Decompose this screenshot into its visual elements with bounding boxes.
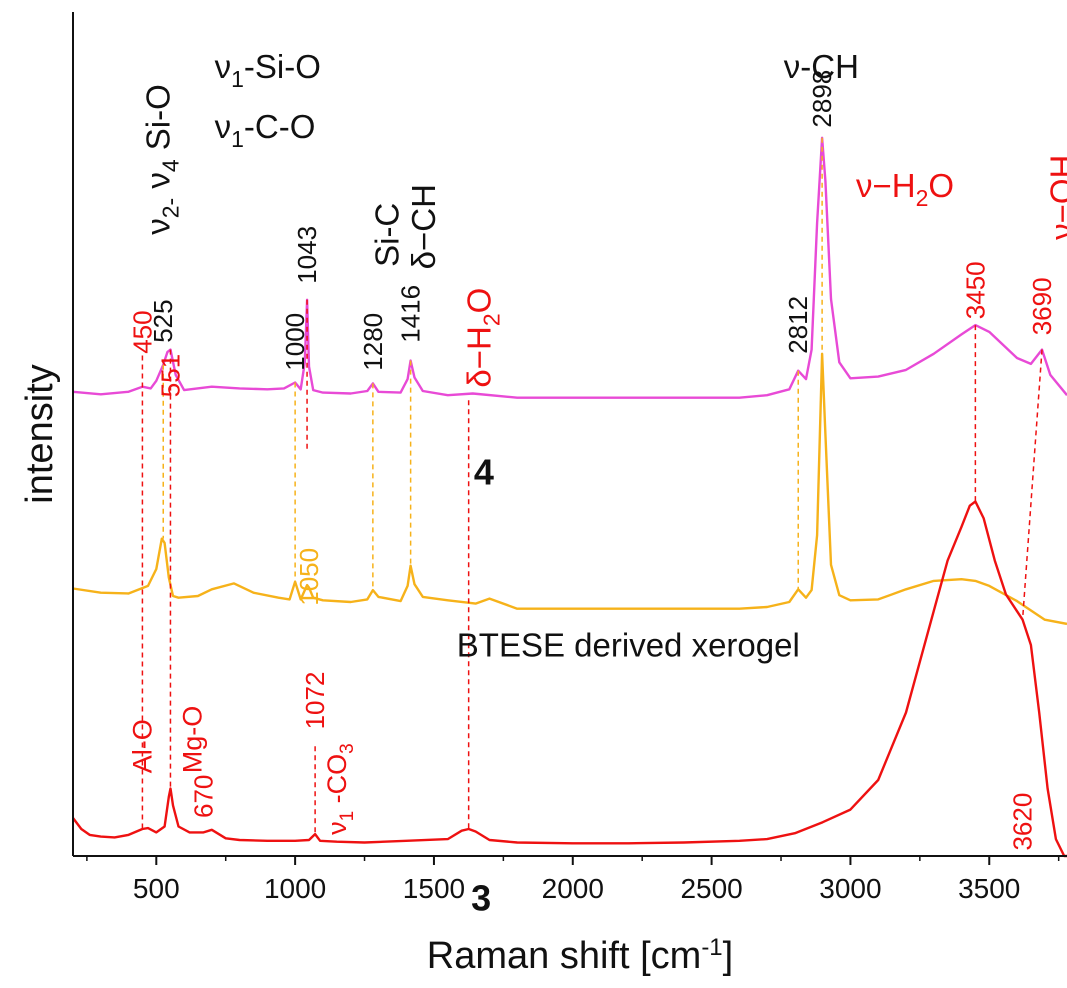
- band-label-nu2-nu4-si-o: ν2- ν4 Si-O: [139, 84, 184, 235]
- band-label-nu-oh: ν−OH: [1043, 155, 1067, 240]
- band-label-nu1-co3: ν1 -CO3: [322, 743, 358, 835]
- peak-label-1280: 1280: [358, 313, 388, 371]
- series-line-2: [73, 354, 1067, 624]
- peak-label-1050: 1050: [294, 548, 324, 606]
- peak-label-1072: 1072: [300, 672, 330, 730]
- x-tick-label-500: 500: [133, 873, 180, 904]
- band-label-delta-ch: δ−CH: [404, 184, 441, 269]
- band-label-nu-ch: ν-CH: [784, 48, 859, 85]
- axis-layer: 500 1000 1500 2000 2500 3000 3500 Raman shift […: [19, 12, 1067, 977]
- peak-label-670: 670: [189, 775, 219, 818]
- y-axis-title: intensity: [19, 364, 61, 503]
- x-tick-label-1500: 1500: [403, 873, 465, 904]
- peak-label-1416: 1416: [396, 285, 426, 343]
- band-label-delta-h2o: δ−H2O: [460, 288, 505, 388]
- peak-label-551: 551: [156, 354, 186, 397]
- x-tick-label-3500: 3500: [958, 873, 1020, 904]
- peak-label-3690: 3690: [1027, 277, 1057, 335]
- series-line-3: [73, 502, 1067, 857]
- annotation-layer: 4 BTESE derived xerogel 3 ν2- ν4 Si-O ν1-Si-…: [127, 48, 1067, 919]
- peak-label-1000: 1000: [280, 313, 310, 371]
- peak-label-1043: 1043: [292, 226, 322, 284]
- peak-label-525: 525: [148, 299, 178, 342]
- peak-label-3450: 3450: [960, 261, 990, 319]
- band-label-nu-h2o: ν−H2O: [856, 167, 954, 212]
- x-tick-label-1000: 1000: [264, 873, 326, 904]
- x-tick-label-2500: 2500: [680, 873, 742, 904]
- band-label-nu1-si-o: ν1-Si-O: [215, 48, 321, 93]
- x-tick-label-2000: 2000: [542, 873, 604, 904]
- x-tick-label-3000: 3000: [819, 873, 881, 904]
- series-layer: [73, 138, 1067, 856]
- peak-label-2812: 2812: [783, 296, 813, 354]
- band-label-si-c: Si-C: [368, 203, 405, 267]
- peak-marker-line-11: [1023, 350, 1042, 620]
- peak-label-3620: 3620: [1008, 793, 1038, 851]
- series-label-2: BTESE derived xerogel: [457, 627, 800, 664]
- x-axis-title: Raman shift [cm-1]: [427, 934, 733, 978]
- band-label-al-o: Al-O: [127, 719, 157, 773]
- series-label-3: 3: [471, 878, 491, 919]
- series-line-1: [73, 138, 1067, 398]
- band-label-nu1-c-o: ν1-C-O: [215, 107, 316, 151]
- series-label-1: 4: [474, 451, 494, 492]
- band-label-mg-o: Mg-O: [177, 706, 207, 774]
